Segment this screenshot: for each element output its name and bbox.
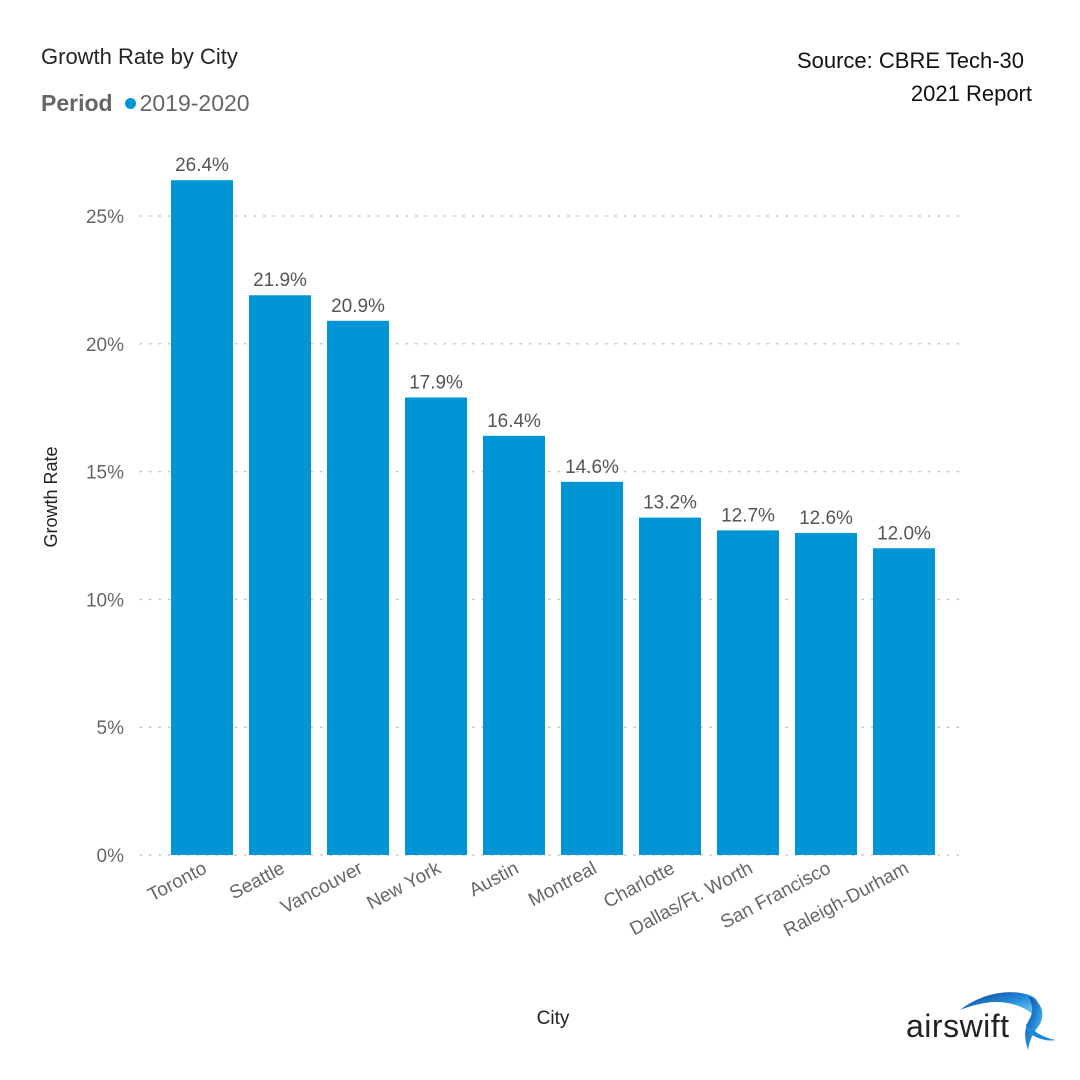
bar <box>639 517 701 855</box>
bar <box>795 532 857 855</box>
x-axis-label: City <box>537 1008 570 1029</box>
bar <box>717 530 779 855</box>
bars <box>171 180 935 856</box>
bar <box>483 435 545 855</box>
logo-text: airswift <box>906 1008 1010 1044</box>
chart-title: Growth Rate by City <box>41 44 238 69</box>
legend-entry: 2019-2020 <box>139 90 250 116</box>
legend-title: Period <box>41 90 113 116</box>
data-label: 17.9% <box>409 372 463 393</box>
x-tick-label: Seattle <box>226 858 288 904</box>
y-tick-label: 25% <box>86 207 124 228</box>
y-tick-label: 20% <box>86 335 124 356</box>
y-tick-label: 0% <box>97 846 125 867</box>
data-label: 16.4% <box>487 411 541 432</box>
x-tick-label: Toronto <box>145 858 211 906</box>
x-tick-label: Montreal <box>525 858 600 911</box>
data-labels: 26.4% 21.9% 20.9% 17.9% 16.4% 14.6% 13.2% 12.7%… <box>175 155 931 544</box>
bar <box>405 397 467 855</box>
data-label: 13.2% <box>643 493 697 514</box>
bar <box>171 180 233 855</box>
x-tick-label: Vancouver <box>278 858 367 919</box>
bar <box>327 320 389 855</box>
bar <box>561 481 623 855</box>
x-tick-label: New York <box>364 858 445 914</box>
swift-bird-icon <box>960 992 1056 1050</box>
source-note: Source: CBRE Tech-30 2021 Report <box>797 44 1032 110</box>
y-tick-label: 15% <box>86 463 124 484</box>
data-label: 21.9% <box>253 270 307 291</box>
bar <box>249 295 311 856</box>
data-label: 26.4% <box>175 155 229 176</box>
airswift-logo: airswift <box>900 988 1060 1058</box>
source-line-1: Source: CBRE Tech-30 <box>796 48 1024 73</box>
legend: Period 2019-2020 <box>41 90 250 117</box>
x-tick-label: Austin <box>466 858 522 901</box>
y-axis-ticks: 0% 5% 10% 15% 20% 25% <box>86 207 124 867</box>
data-label: 12.6% <box>799 508 853 529</box>
source-line-2: 2021 Report <box>910 81 1032 106</box>
legend-marker-icon <box>124 98 136 109</box>
data-label: 12.7% <box>721 505 775 526</box>
data-label: 12.0% <box>877 523 931 544</box>
y-axis-label: Growth Rate <box>41 446 61 547</box>
y-tick-label: 10% <box>86 590 124 611</box>
y-tick-label: 5% <box>97 718 125 739</box>
data-label: 14.6% <box>565 457 619 478</box>
bar <box>873 548 935 855</box>
data-label: 20.9% <box>331 296 385 317</box>
